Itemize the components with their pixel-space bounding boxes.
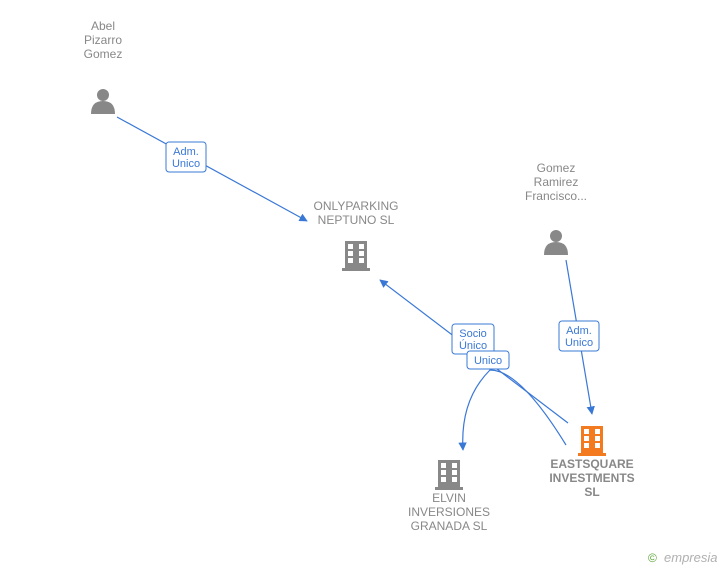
copyright-symbol: © [648,551,657,565]
node-label: ELVININVERSIONESGRANADA SL [408,491,490,533]
building-icon [342,241,370,271]
edge-label-text: Adm.Unico [565,325,593,349]
node-elvin[interactable] [435,460,463,490]
node-eastsquare[interactable] [578,426,606,456]
node-label: ONLYPARKINGNEPTUNO SL [314,199,399,227]
edge-abel-onlyparking [117,117,307,221]
svg-text:empresia: empresia [664,550,717,565]
person-icon [544,230,568,255]
node-label: GomezRamirezFrancisco... [525,161,587,203]
building-icon [578,426,606,456]
node-label: EASTSQUAREINVESTMENTSSL [549,457,634,499]
node-label: AbelPizarroGomez [84,19,123,61]
building-icon [435,460,463,490]
node-gomez[interactable] [544,230,568,255]
network-diagram: Adm.Unico Adm.Unico SocioÚnico Unico AbelPi… [0,0,728,575]
edge-label-text: Unico [474,355,502,367]
brand-rest: mpresia [671,550,717,565]
edge-label-text: SocioÚnico [459,328,487,352]
footer-branding: © empresia [648,550,717,565]
brand-first-letter: e [664,550,671,565]
edge-label-text: Adm.Unico [172,146,200,170]
node-abel[interactable] [91,89,115,114]
person-icon [91,89,115,114]
nodes-layer: AbelPizarroGomez GomezRamirezFrancisco...… [84,19,635,533]
node-onlyparking[interactable] [342,241,370,271]
